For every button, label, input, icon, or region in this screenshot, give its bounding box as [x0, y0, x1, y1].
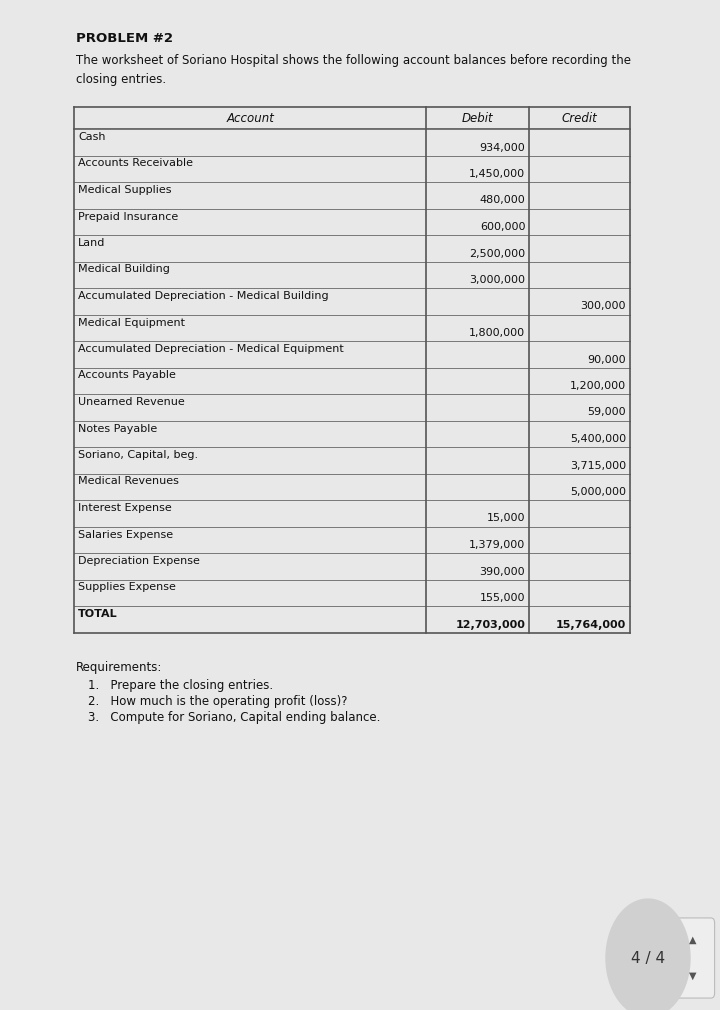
- Text: Debit: Debit: [462, 111, 494, 124]
- Text: Medical Building: Medical Building: [78, 265, 170, 275]
- Text: Medical Supplies: Medical Supplies: [78, 185, 171, 195]
- Text: Soriano, Capital, beg.: Soriano, Capital, beg.: [78, 450, 198, 460]
- Text: 15,000: 15,000: [487, 513, 526, 523]
- Text: 3.   Compute for Soriano, Capital ending balance.: 3. Compute for Soriano, Capital ending b…: [88, 710, 380, 723]
- Text: 2,500,000: 2,500,000: [469, 248, 526, 259]
- Text: 12,703,000: 12,703,000: [456, 619, 526, 629]
- Text: TOTAL: TOTAL: [78, 609, 117, 619]
- Text: Interest Expense: Interest Expense: [78, 503, 172, 513]
- Text: 1,800,000: 1,800,000: [469, 328, 526, 338]
- Text: 1,379,000: 1,379,000: [469, 540, 526, 550]
- Text: Supplies Expense: Supplies Expense: [78, 583, 176, 593]
- Text: 90,000: 90,000: [588, 355, 626, 365]
- Text: 480,000: 480,000: [480, 196, 526, 205]
- Text: Credit: Credit: [562, 111, 598, 124]
- Text: 300,000: 300,000: [580, 302, 626, 311]
- Text: Depreciation Expense: Depreciation Expense: [78, 556, 200, 566]
- Text: 2.   How much is the operating profit (loss)?: 2. How much is the operating profit (los…: [88, 695, 347, 707]
- Text: ▲: ▲: [689, 935, 697, 945]
- Text: Medical Equipment: Medical Equipment: [78, 317, 185, 327]
- Text: ▼: ▼: [689, 971, 697, 981]
- Text: Accumulated Depreciation - Medical Equipment: Accumulated Depreciation - Medical Equip…: [78, 344, 343, 354]
- Text: 390,000: 390,000: [480, 567, 526, 577]
- Text: 155,000: 155,000: [480, 593, 526, 603]
- Text: Salaries Expense: Salaries Expense: [78, 529, 173, 539]
- Text: Requirements:: Requirements:: [76, 661, 163, 674]
- Text: Unearned Revenue: Unearned Revenue: [78, 397, 185, 407]
- Text: Cash: Cash: [78, 132, 106, 142]
- Text: 5,000,000: 5,000,000: [570, 487, 626, 497]
- Text: 934,000: 934,000: [480, 142, 526, 153]
- Text: Account: Account: [226, 111, 274, 124]
- Text: Accumulated Depreciation - Medical Building: Accumulated Depreciation - Medical Build…: [78, 291, 328, 301]
- Text: Medical Revenues: Medical Revenues: [78, 477, 179, 487]
- Text: Land: Land: [78, 238, 105, 248]
- Text: 3,000,000: 3,000,000: [469, 275, 526, 285]
- Text: Accounts Payable: Accounts Payable: [78, 371, 176, 381]
- Text: 3,715,000: 3,715,000: [570, 461, 626, 471]
- Text: 5,400,000: 5,400,000: [570, 434, 626, 444]
- Text: 600,000: 600,000: [480, 222, 526, 232]
- Text: PROBLEM #2: PROBLEM #2: [76, 32, 173, 45]
- Text: Notes Payable: Notes Payable: [78, 423, 157, 433]
- Text: 59,000: 59,000: [588, 407, 626, 417]
- Text: The worksheet of Soriano Hospital shows the following account balances before re: The worksheet of Soriano Hospital shows …: [76, 54, 631, 86]
- Text: 1,200,000: 1,200,000: [570, 381, 626, 391]
- Text: 1,450,000: 1,450,000: [469, 169, 526, 179]
- Text: Accounts Receivable: Accounts Receivable: [78, 159, 193, 169]
- Text: 4 / 4: 4 / 4: [631, 950, 665, 966]
- Text: 15,764,000: 15,764,000: [556, 619, 626, 629]
- Text: 1.   Prepare the closing entries.: 1. Prepare the closing entries.: [88, 679, 273, 692]
- Text: Prepaid Insurance: Prepaid Insurance: [78, 211, 179, 221]
